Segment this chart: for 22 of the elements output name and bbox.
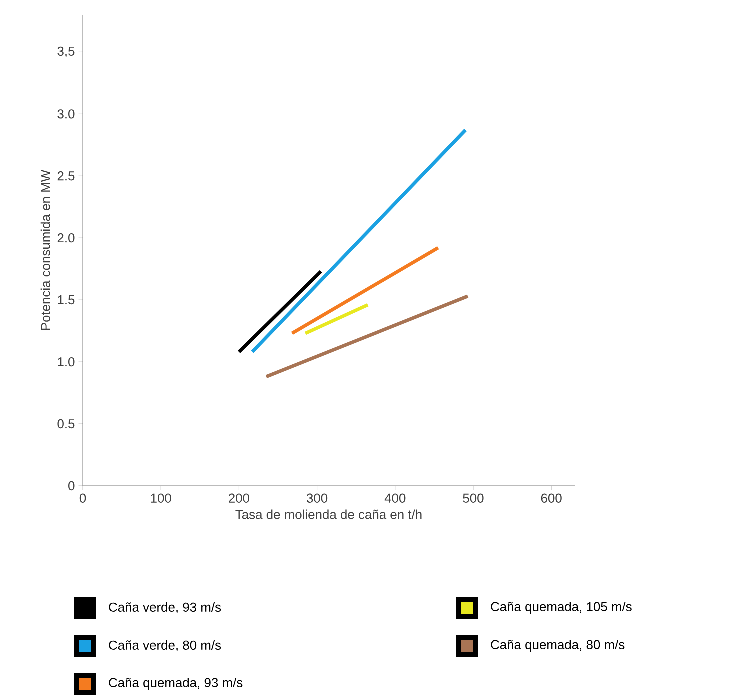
y-tick-label: 3,5 [58,46,75,58]
legend-label: Caña verde, 80 m/s [109,640,222,652]
y-tick-label: 0.5 [58,419,75,429]
x-tick-label: 0 [80,494,86,503]
legend-label: Caña quemada, 105 m/s [491,602,632,614]
legend-label: Caña quemada, 93 m/s [109,678,243,690]
y-axis-title: Potencia consumida en MW [40,170,50,330]
y-tick-label: 1.5 [58,296,75,305]
y-tick-label: 1.0 [58,357,75,367]
legend-label: Caña quemada, 80 m/s [491,640,625,652]
x-tick-label: 400 [384,494,406,503]
legend-label: Caña verde, 93 m/s [109,602,222,614]
y-tick-label: 0 [68,481,75,491]
x-axis-title: Tasa de molienda de caña en t/h [236,510,422,520]
x-tick-label: 600 [541,494,562,503]
x-tick-label: 100 [151,494,172,503]
x-tick-label: 200 [229,494,250,503]
x-tick-label: 500 [463,494,484,503]
x-tick-label: 300 [306,494,328,503]
y-tick-label: 3.0 [58,110,75,119]
y-tick-label: 2.0 [58,234,75,243]
y-tick-label: 2.5 [58,172,75,181]
